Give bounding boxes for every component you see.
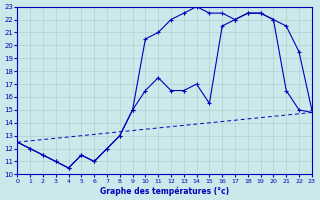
X-axis label: Graphe des températures (°c): Graphe des températures (°c) <box>100 186 229 196</box>
